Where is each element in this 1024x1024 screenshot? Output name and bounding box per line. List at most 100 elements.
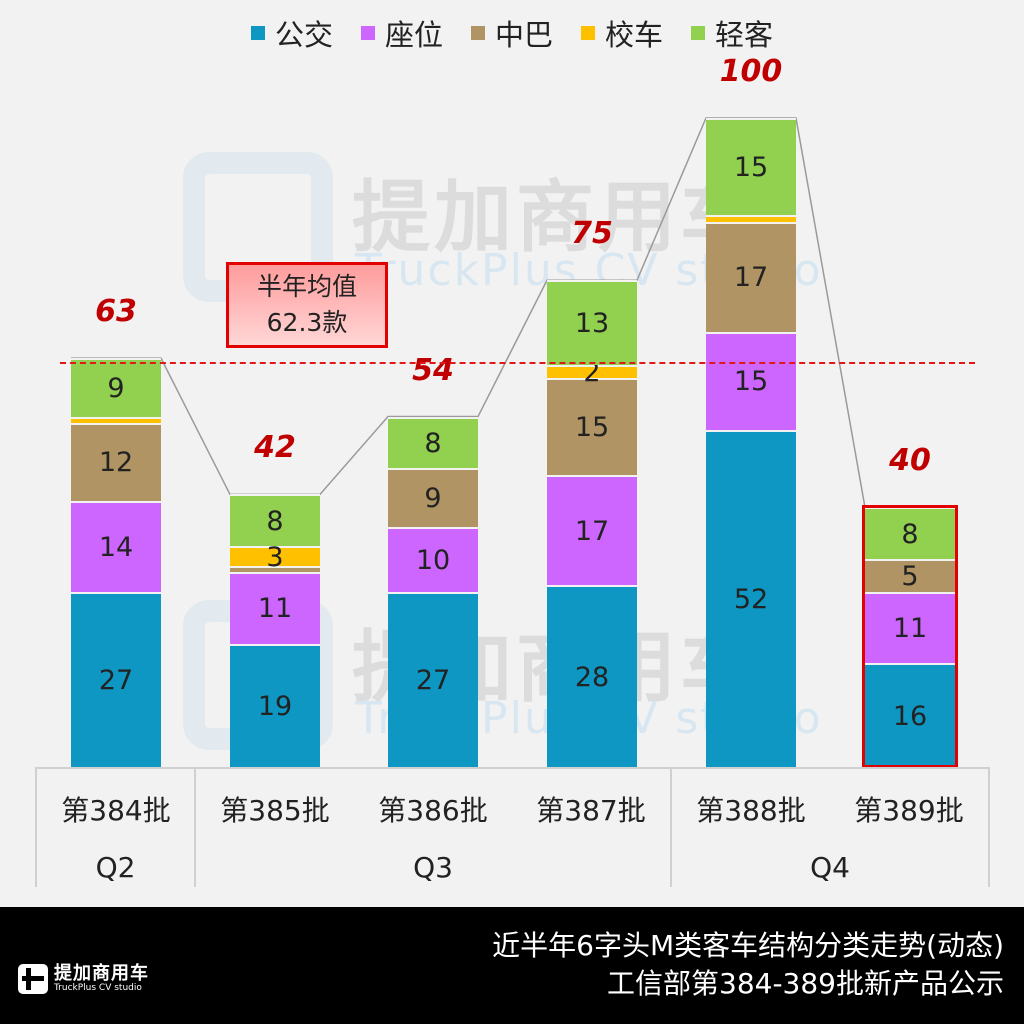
legend-item-minibus[interactable]: 中巴 <box>470 12 553 54</box>
segment-value-label: 8 <box>424 427 442 459</box>
segment-value-label: 17 <box>574 515 610 547</box>
legend-label: 中巴 <box>494 18 553 52</box>
axis-separator <box>670 769 672 887</box>
category-label-385: 第385批 <box>220 794 330 827</box>
bar-segment[interactable]: 5 <box>865 559 955 593</box>
bar-segment[interactable]: 3 <box>230 542 320 573</box>
segment-value-label: 10 <box>415 544 451 576</box>
segment-value-label: 8 <box>266 505 284 537</box>
chart-legend: 公交 座位 中巴 校车 轻客 <box>0 12 1024 54</box>
bar-segment[interactable]: 15 <box>547 377 637 475</box>
segment-value-label: 5 <box>901 561 919 593</box>
x-axis: 第384批 第385批 第386批 第387批 第388批 第389批 Q2 Q… <box>35 767 990 887</box>
segment-value-label: 16 <box>892 700 928 732</box>
bar-segment[interactable]: 19 <box>230 643 320 767</box>
bar-segment[interactable] <box>71 416 161 424</box>
segment-value-label: 17 <box>733 262 769 294</box>
segment-value-label: 28 <box>574 661 610 693</box>
legend-swatch <box>360 26 375 40</box>
bar-segment[interactable]: 27 <box>71 591 161 767</box>
bar-segment[interactable]: 17 <box>547 474 637 586</box>
quarter-label-q2: Q2 <box>95 851 136 884</box>
bar-segment[interactable]: 12 <box>71 423 161 501</box>
chart-area: 提加商用车 TruckPlus CV studio 提加商用车 TruckPlu… <box>0 12 1024 887</box>
segment-value-label: 27 <box>415 664 451 696</box>
legend-swatch <box>250 26 265 40</box>
segment-value-label: 14 <box>98 531 134 563</box>
bar-segment[interactable] <box>706 215 796 222</box>
axis-separator <box>35 769 37 887</box>
highlight-box-389 <box>862 505 958 768</box>
footer-banner: 提加商用车 TruckPlus CV studio 近半年6字头M类客车结构分类… <box>0 907 1024 1024</box>
legend-label: 座位 <box>384 18 443 52</box>
truckplus-logo-icon <box>18 964 48 994</box>
legend-item-seat[interactable]: 座位 <box>360 12 443 54</box>
segment-value-label: 15 <box>574 411 610 443</box>
segment-value-label: 12 <box>98 447 134 479</box>
category-label-386: 第386批 <box>378 794 488 827</box>
bar-segment[interactable]: 14 <box>71 500 161 592</box>
bar-segment[interactable]: 2 <box>547 357 637 388</box>
bar-segment[interactable]: 8 <box>865 507 955 560</box>
segment-value-label: 19 <box>257 690 293 722</box>
bar-segment[interactable] <box>230 565 320 573</box>
bar-segment[interactable]: 52 <box>706 429 796 767</box>
average-annotation-box: 半年均值 62.3款 <box>226 262 388 348</box>
bar-segment[interactable]: 10 <box>388 526 478 592</box>
legend-item-schoolbus[interactable]: 校车 <box>581 12 663 54</box>
average-reference-line <box>60 362 975 364</box>
legend-item-bus[interactable]: 公交 <box>250 12 333 54</box>
segment-value-label: 13 <box>574 307 610 339</box>
category-label-388: 第388批 <box>696 794 806 827</box>
axis-separator <box>194 769 196 887</box>
logo-text-cn: 提加商用车 <box>54 962 149 984</box>
bar-segment[interactable]: 15 <box>706 332 796 430</box>
legend-label: 轻客 <box>715 18 774 52</box>
bar-total-label: 63 <box>95 294 137 330</box>
bar-segment[interactable]: 8 <box>388 416 478 469</box>
legend-label: 校车 <box>605 18 664 52</box>
bar-total-label: 54 <box>412 352 454 388</box>
average-title: 半年均值 <box>256 272 357 301</box>
bar-segment[interactable]: 15 <box>706 118 796 216</box>
bar-segment[interactable]: 11 <box>230 572 320 644</box>
legend-item-lightbus[interactable]: 轻客 <box>691 12 773 54</box>
segment-value-label: 9 <box>424 483 442 515</box>
bar-segment[interactable]: 9 <box>388 468 478 527</box>
segment-value-label: 52 <box>733 583 769 615</box>
bar-total-label: 100 <box>719 54 783 89</box>
segment-value-label: 11 <box>892 612 928 644</box>
segment-value-label: 3 <box>266 541 284 573</box>
bar-segment[interactable]: 9 <box>71 358 161 417</box>
bar-segment[interactable]: 17 <box>706 221 796 333</box>
chart-title: 近半年6字头M类客车结构分类走势(动态) 工信部第384-389批新产品公示 <box>492 927 1004 1003</box>
legend-swatch <box>691 26 706 40</box>
category-label-384: 第384批 <box>61 794 171 827</box>
legend-label: 公交 <box>274 18 333 52</box>
category-label-389: 第389批 <box>854 794 964 827</box>
segment-value-label: 8 <box>901 518 919 550</box>
axis-separator <box>988 769 990 887</box>
bar-total-label: 75 <box>571 216 613 252</box>
logo-text-en: TruckPlus CV studio <box>54 982 142 993</box>
chart-title-line1: 近半年6字头M类客车结构分类走势(动态) <box>492 929 1004 962</box>
segment-value-label: 11 <box>257 593 293 625</box>
bar-segment[interactable]: 8 <box>230 494 320 547</box>
bar-total-label: 42 <box>254 430 296 466</box>
legend-swatch <box>581 26 595 40</box>
bar-total-label: 40 <box>889 443 931 479</box>
bar-segment[interactable]: 13 <box>547 280 637 365</box>
segment-value-label: 15 <box>733 152 769 184</box>
quarter-label-q4: Q4 <box>810 851 850 884</box>
footer-logo: 提加商用车 TruckPlus CV studio <box>18 964 149 994</box>
chart-title-line2: 工信部第384-389批新产品公示 <box>607 967 1004 1000</box>
legend-swatch <box>470 26 485 40</box>
bar-segment[interactable]: 16 <box>865 663 955 767</box>
bar-segment[interactable]: 27 <box>388 591 478 767</box>
quarter-label-q3: Q3 <box>413 851 453 884</box>
segment-value-label: 27 <box>98 664 134 696</box>
bar-segment[interactable]: 28 <box>547 585 637 767</box>
segment-value-label: 9 <box>107 372 125 404</box>
average-value: 62.3款 <box>266 308 348 337</box>
bar-segment[interactable]: 11 <box>865 591 955 664</box>
